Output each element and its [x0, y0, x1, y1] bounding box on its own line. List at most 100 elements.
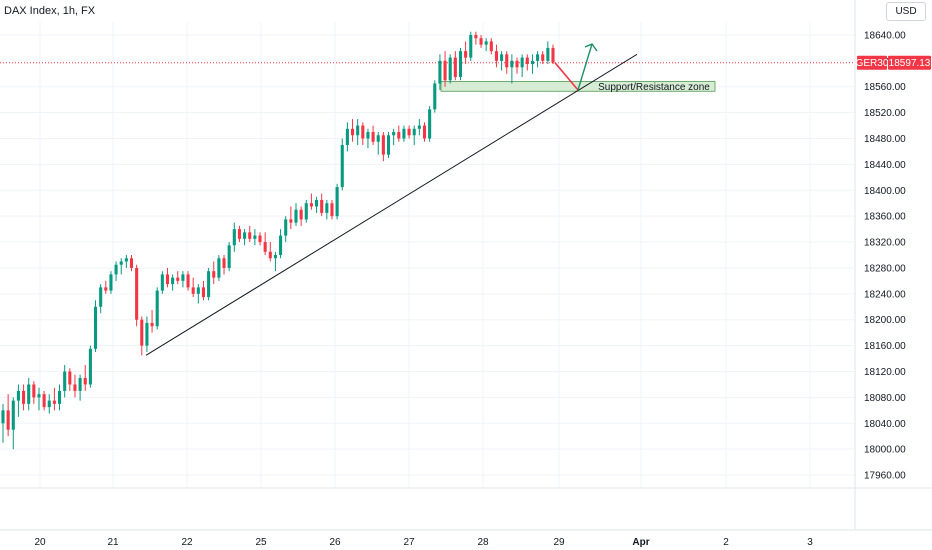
- candle-body: [484, 41, 488, 45]
- candle: [176, 271, 180, 285]
- candle-body: [284, 219, 288, 236]
- candle: [73, 374, 77, 398]
- candle-body: [222, 258, 226, 268]
- candle-body: [232, 229, 236, 246]
- candle: [546, 41, 550, 65]
- arrow-up-head: [584, 43, 598, 52]
- candle: [340, 138, 344, 191]
- candle-body: [78, 377, 82, 391]
- candle: [114, 261, 118, 281]
- candle: [248, 225, 252, 243]
- y-tick-label: 18240.00: [864, 289, 906, 300]
- candle-body: [309, 203, 313, 207]
- candle-body: [145, 322, 149, 346]
- candle: [263, 232, 267, 255]
- candle-body: [186, 274, 190, 288]
- candle-body: [350, 128, 355, 136]
- candle: [227, 242, 231, 272]
- candle: [52, 387, 56, 411]
- candle: [510, 54, 514, 84]
- candle-body: [448, 57, 452, 81]
- candle: [99, 284, 103, 314]
- candle-body: [16, 390, 20, 401]
- y-tick-label: 17960.00: [864, 471, 906, 482]
- candle: [366, 128, 370, 149]
- candle-body: [371, 132, 375, 142]
- candle: [469, 31, 473, 61]
- candle: [520, 54, 524, 78]
- candle: [376, 132, 380, 155]
- x-tick-label: 27: [403, 537, 415, 548]
- candle-body: [191, 287, 195, 294]
- candle: [407, 125, 411, 139]
- candle-body: [47, 400, 51, 408]
- candle-body: [258, 235, 262, 243]
- currency-button[interactable]: USD: [886, 2, 926, 21]
- candle: [37, 387, 41, 411]
- candle: [325, 199, 329, 220]
- candle: [104, 280, 108, 294]
- candle-body: [83, 377, 87, 385]
- candle: [484, 38, 488, 52]
- candle-body: [73, 384, 77, 391]
- candle: [541, 51, 545, 65]
- candle: [500, 51, 504, 71]
- candle-body: [114, 264, 118, 275]
- candle: [124, 255, 128, 268]
- candle-body: [273, 255, 277, 259]
- candle-body: [299, 209, 303, 220]
- zone-rect: [440, 81, 716, 92]
- candle-body: [525, 57, 529, 65]
- candle: [140, 316, 144, 356]
- candle: [217, 255, 221, 281]
- candle-body: [119, 261, 123, 265]
- candle-body: [438, 60, 442, 84]
- candle: [309, 193, 313, 210]
- candle-body: [325, 203, 329, 213]
- candle: [350, 119, 355, 142]
- candle: [392, 128, 396, 145]
- candle-body: [464, 51, 468, 58]
- candle-body: [217, 258, 221, 278]
- candle: [453, 51, 457, 81]
- candle: [530, 54, 534, 74]
- candle: [42, 390, 46, 411]
- candle-body: [546, 47, 550, 61]
- candle: [479, 34, 483, 48]
- candle-body: [494, 51, 498, 61]
- candle: [119, 258, 123, 275]
- candle: [160, 271, 164, 294]
- y-tick-label: 18560.00: [864, 82, 906, 93]
- y-tick-label: 18360.00: [864, 212, 906, 223]
- candle: [253, 229, 257, 246]
- candle: [63, 365, 67, 398]
- candle-body: [124, 258, 128, 262]
- price-axis[interactable]: 17960.00 18000.00 18040.00 18080.00 18120.00…: [864, 30, 906, 481]
- candle-body: [505, 54, 509, 68]
- candle: [458, 47, 463, 81]
- candle-body: [412, 128, 416, 136]
- candle-body: [515, 60, 519, 68]
- candle: [1, 403, 5, 443]
- candle-body: [536, 54, 540, 61]
- candle: [330, 199, 334, 220]
- candle-body: [171, 277, 175, 285]
- candle: [320, 193, 324, 217]
- candle-body: [345, 128, 349, 145]
- pane-separators: [0, 0, 932, 531]
- x-tick-label: 20: [34, 537, 46, 548]
- arrow-down-line: [554, 62, 579, 91]
- candle-body: [402, 128, 406, 139]
- candle-body: [129, 258, 134, 268]
- candle-body: [417, 125, 421, 129]
- candle: [345, 122, 349, 152]
- candle-body: [335, 187, 339, 217]
- candle: [232, 222, 236, 252]
- time-axis[interactable]: 20 21 22 25 26 27 28 29 Apr 2 3: [34, 537, 813, 548]
- candle-body: [397, 132, 401, 139]
- candle: [494, 44, 498, 68]
- candle: [47, 394, 51, 414]
- candle-body: [422, 125, 427, 139]
- x-tick-label: 25: [255, 537, 267, 548]
